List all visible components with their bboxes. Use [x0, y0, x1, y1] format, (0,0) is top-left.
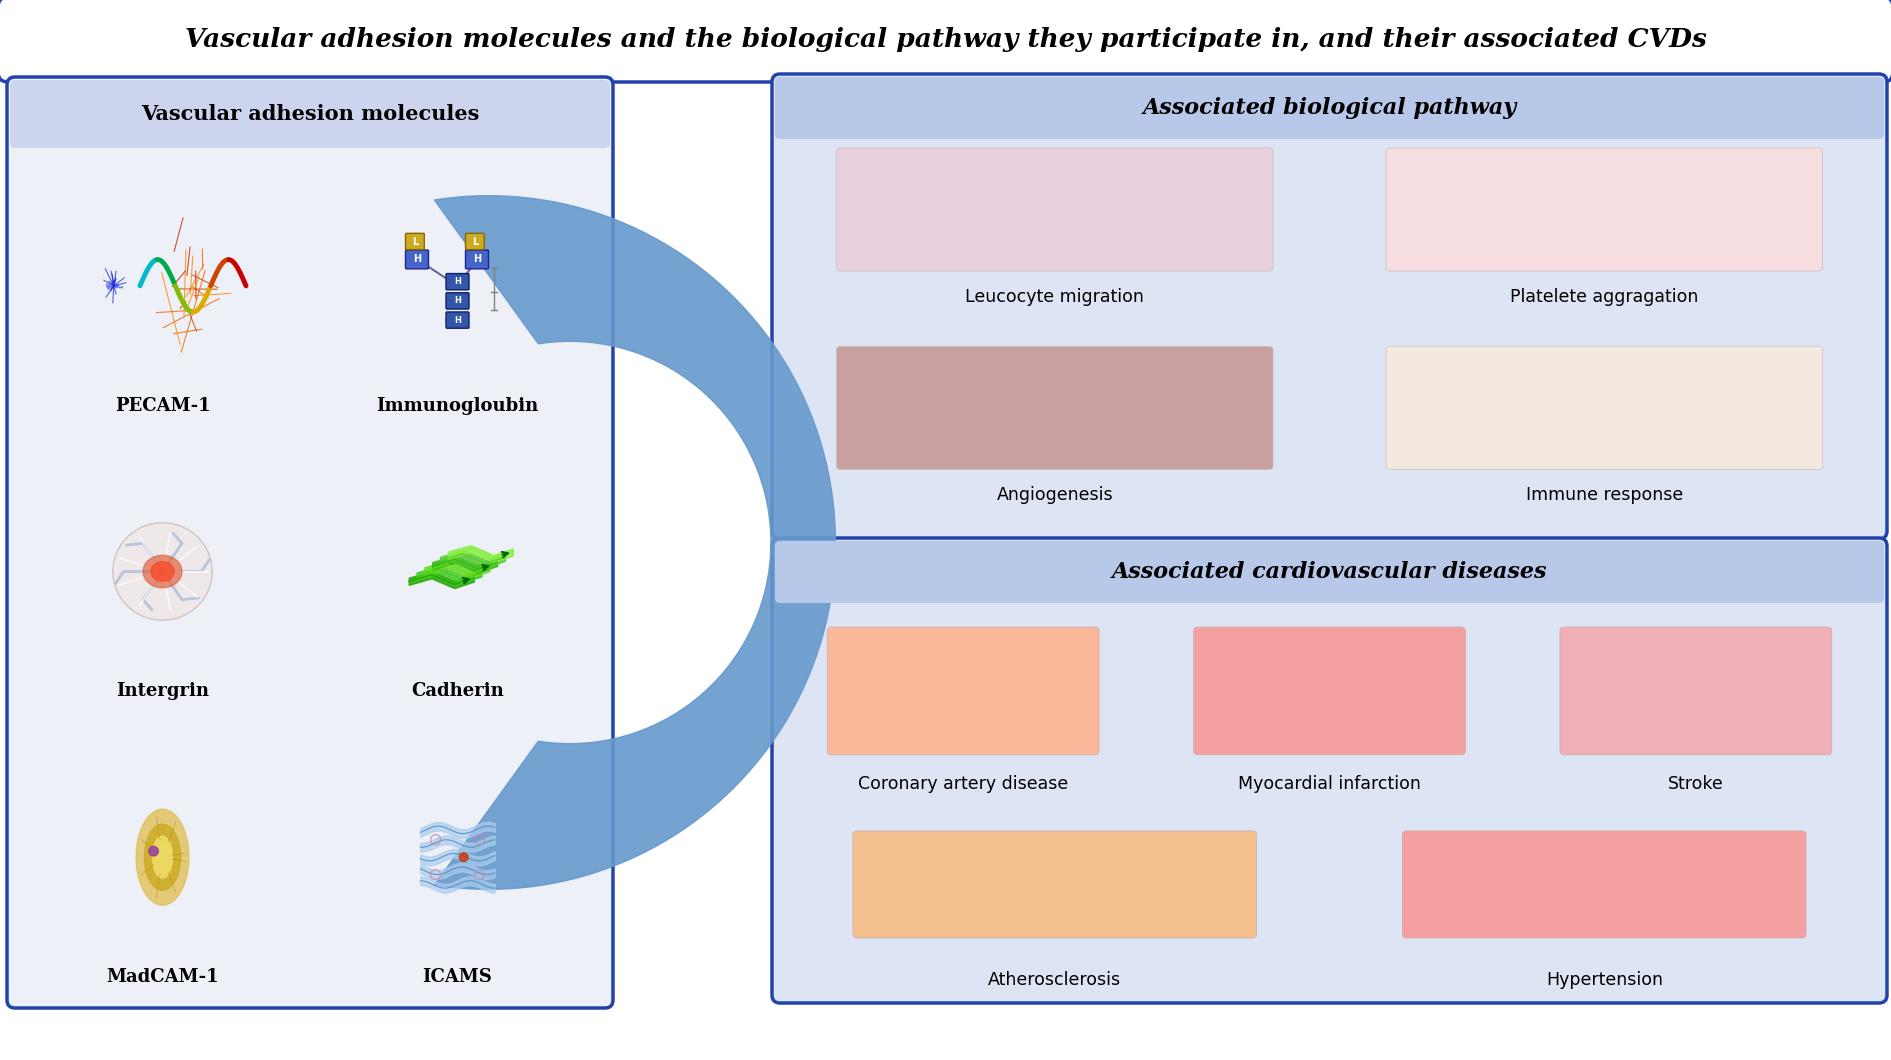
Text: Angiogenesis: Angiogenesis — [997, 487, 1114, 505]
Polygon shape — [136, 809, 189, 905]
Text: Immune response: Immune response — [1526, 487, 1683, 505]
Text: Hypertension: Hypertension — [1545, 971, 1662, 989]
Text: Leucocyte migration: Leucocyte migration — [964, 287, 1144, 305]
Text: Cadherin: Cadherin — [410, 683, 503, 701]
Text: Associated biological pathway: Associated biological pathway — [1142, 98, 1517, 119]
Text: L: L — [412, 236, 418, 247]
FancyBboxPatch shape — [8, 77, 613, 1008]
Text: PECAM-1: PECAM-1 — [115, 396, 210, 414]
FancyBboxPatch shape — [775, 541, 1883, 603]
FancyBboxPatch shape — [405, 233, 424, 250]
FancyBboxPatch shape — [9, 80, 611, 148]
Polygon shape — [435, 196, 836, 889]
FancyBboxPatch shape — [446, 293, 469, 310]
Text: Associated cardiovascular diseases: Associated cardiovascular diseases — [1112, 561, 1547, 583]
Text: Intergrin: Intergrin — [115, 683, 210, 701]
FancyBboxPatch shape — [772, 74, 1887, 538]
Text: H: H — [454, 278, 461, 286]
Polygon shape — [153, 836, 172, 878]
Text: ICAMS: ICAMS — [422, 968, 492, 986]
Polygon shape — [144, 555, 182, 587]
Text: Atherosclerosis: Atherosclerosis — [989, 971, 1121, 989]
Polygon shape — [460, 853, 469, 862]
Text: H: H — [473, 254, 480, 264]
Text: Vascular adhesion molecules: Vascular adhesion molecules — [140, 104, 478, 124]
FancyBboxPatch shape — [405, 250, 429, 269]
Text: MadCAM-1: MadCAM-1 — [106, 968, 219, 986]
FancyBboxPatch shape — [446, 273, 469, 289]
FancyBboxPatch shape — [772, 538, 1887, 1003]
FancyBboxPatch shape — [836, 347, 1273, 470]
Polygon shape — [149, 846, 159, 856]
Polygon shape — [113, 523, 212, 620]
FancyBboxPatch shape — [1193, 628, 1466, 755]
Polygon shape — [144, 825, 182, 890]
FancyBboxPatch shape — [1386, 347, 1823, 470]
FancyBboxPatch shape — [465, 233, 484, 250]
FancyBboxPatch shape — [465, 250, 488, 269]
FancyBboxPatch shape — [1403, 831, 1806, 938]
Text: Immunogloubin: Immunogloubin — [376, 396, 539, 414]
FancyBboxPatch shape — [446, 312, 469, 329]
Polygon shape — [151, 562, 174, 581]
Text: H: H — [454, 297, 461, 305]
Text: H: H — [454, 316, 461, 324]
Text: Platelete aggragation: Platelete aggragation — [1511, 287, 1698, 305]
FancyBboxPatch shape — [1560, 628, 1832, 755]
Text: L: L — [471, 236, 478, 247]
FancyBboxPatch shape — [0, 0, 1891, 82]
Text: Stroke: Stroke — [1668, 775, 1725, 793]
FancyBboxPatch shape — [775, 77, 1883, 139]
Text: Vascular adhesion molecules and the biological pathway they participate in, and : Vascular adhesion molecules and the biol… — [185, 26, 1706, 52]
FancyBboxPatch shape — [853, 831, 1258, 938]
FancyBboxPatch shape — [826, 628, 1099, 755]
FancyBboxPatch shape — [1386, 147, 1823, 271]
Text: Myocardial infarction: Myocardial infarction — [1239, 775, 1420, 793]
FancyBboxPatch shape — [836, 147, 1273, 271]
Text: H: H — [412, 254, 422, 264]
Text: Coronary artery disease: Coronary artery disease — [859, 775, 1068, 793]
